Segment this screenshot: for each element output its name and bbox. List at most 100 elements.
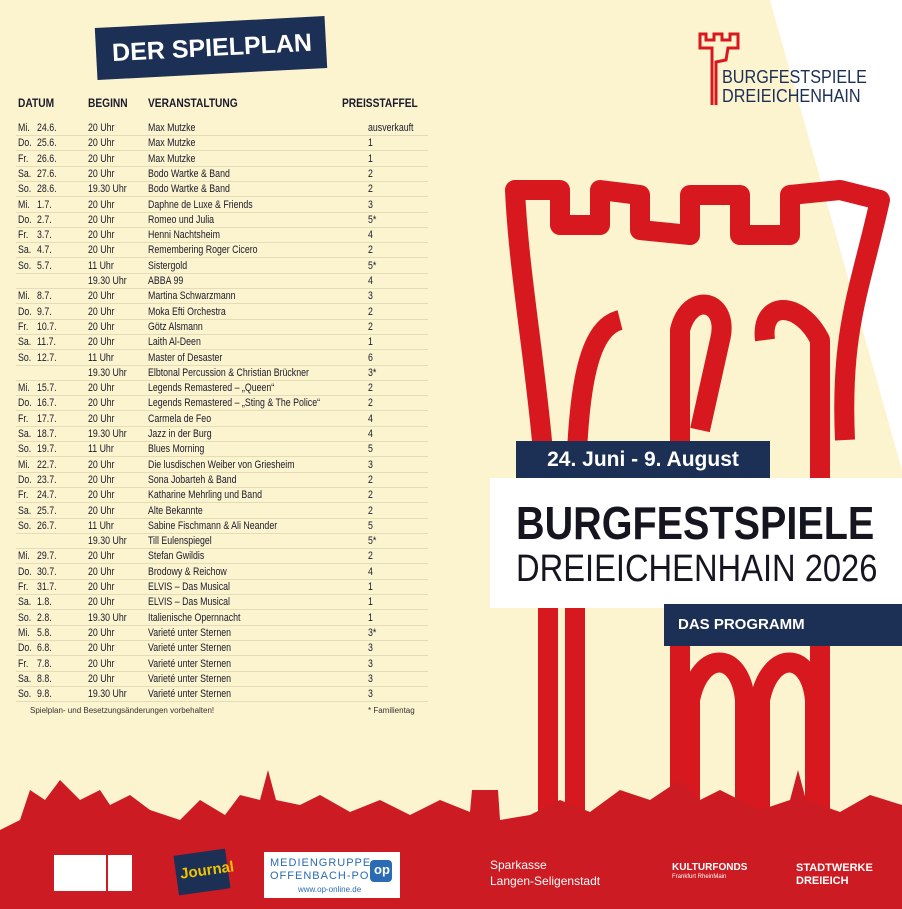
cell-date: 2.8. [37, 611, 52, 624]
row-divider [16, 257, 428, 259]
cell-day: Do. [18, 473, 32, 486]
cell-date: 15.7. [37, 382, 57, 395]
cell-event: Brodowy & Reichow [148, 565, 227, 578]
white-wedge [770, 0, 902, 470]
cell-time: 20 Uhr [88, 213, 115, 226]
row-divider [16, 456, 428, 458]
cover-title: BURGFESTSPIELE [516, 497, 875, 549]
cell-event: Till Eulenspiegel [148, 535, 212, 548]
row-divider [16, 364, 428, 366]
cell-date: 8.7. [37, 290, 52, 303]
cell-price: 2 [368, 305, 373, 318]
cell-date: 26.7. [37, 519, 57, 532]
cell-day: Fr. [18, 320, 29, 333]
cell-event: Stefan Gwildis [148, 550, 205, 563]
row-divider [16, 548, 428, 550]
table-note: Spielplan- und Besetzungsänderungen vorb… [30, 706, 215, 715]
cell-date: 2.7. [37, 213, 52, 226]
sponsor-media: MEDIENGRUPPE [270, 857, 372, 869]
cell-time: 20 Uhr [88, 397, 115, 410]
cell-day: Mi. [18, 122, 30, 134]
cell-price: 1 [368, 596, 373, 609]
cell-date: 19.7. [37, 443, 57, 456]
logo-text: BURGFESTSPIELE DREIEICHENHAIN [722, 68, 867, 106]
date-banner: 24. Juni - 9. August [516, 441, 770, 478]
cell-date: 31.7. [37, 581, 57, 593]
cell-day: Do. [18, 137, 32, 150]
cell-date: 23.7. [37, 473, 57, 486]
cell-price: 3 [368, 672, 373, 685]
cell-event: ELVIS – Das Musical [148, 581, 231, 593]
cell-time: 20 Uhr [88, 229, 115, 242]
row-divider [16, 594, 428, 595]
cell-time: 20 Uhr [88, 167, 115, 180]
row-divider [16, 685, 428, 687]
row-divider [16, 379, 428, 381]
row-divider [16, 196, 428, 198]
cell-time: 20 Uhr [88, 489, 115, 502]
cell-event: Sistergold [148, 259, 188, 272]
cell-date: 9.8. [37, 688, 52, 701]
cell-event: Bodo Wartke & Band [148, 183, 230, 196]
cell-day: Sa. [18, 672, 32, 685]
title-box: BURGFESTSPIELE DREIEICHENHAIN 2026 [490, 478, 902, 608]
cell-price: 4 [368, 275, 373, 287]
cell-day: So. [18, 688, 32, 701]
cell-date: 10.7. [37, 320, 57, 333]
cell-event: Sona Jobarteh & Band [148, 473, 237, 486]
cell-event: Varieté unter Sternen [148, 626, 231, 639]
op-badge [370, 860, 392, 882]
cell-price: 3 [368, 198, 373, 211]
logo-line: BURGFESTSPIELE [722, 67, 867, 87]
cell-time: 20 Uhr [88, 290, 115, 303]
cell-time: 19.30 Uhr [88, 688, 127, 701]
cell-event: Alte Bekannte [148, 504, 203, 517]
row-divider [16, 670, 428, 672]
cell-event: Jazz in der Burg [148, 428, 212, 440]
row-divider [16, 226, 428, 228]
cell-price: 3 [368, 688, 373, 701]
cell-price: 5 [368, 519, 373, 532]
row-divider [16, 395, 428, 397]
sponsor-logo-2 [108, 855, 132, 891]
cell-time: 11 Uhr [88, 351, 114, 364]
sponsor-works: DREIEICH [796, 875, 849, 887]
cell-day: Mi. [18, 382, 30, 395]
cover-subtitle: DREIEICHENHAIN 2026 [516, 548, 878, 590]
row-divider [16, 624, 428, 626]
cell-date: 12.7. [37, 351, 57, 364]
sponsor-op: op [374, 862, 390, 877]
cell-date: 26.6. [37, 152, 57, 165]
cell-event: Sabine Fischmann & Ali Neander [148, 519, 278, 532]
cell-price: 2 [368, 183, 373, 196]
cell-time: 20 Uhr [88, 672, 115, 685]
cell-price: 3 [368, 657, 373, 670]
cell-event: ELVIS – Das Musical [148, 596, 231, 609]
row-divider [16, 532, 428, 534]
sponsor-logo-bettina [54, 855, 106, 891]
cell-date: 18.7. [37, 428, 57, 440]
cell-event: Legends Remastered – „Sting & The Police… [148, 397, 321, 410]
cell-price: 3 [368, 290, 373, 303]
cell-time: 20 Uhr [88, 122, 115, 134]
row-divider [16, 272, 428, 274]
sponsor-fund: KULTURFONDS [672, 862, 748, 873]
cell-date: 8.8. [37, 672, 52, 685]
cell-price: 3* [368, 626, 377, 639]
row-divider [16, 578, 428, 580]
cell-time: 20 Uhr [88, 412, 115, 425]
cell-event: Varieté unter Sternen [148, 672, 231, 685]
cell-day: Sa. [18, 504, 32, 517]
cell-event: Elbtonal Percussion & Christian Brückner [148, 366, 309, 379]
cell-date: 29.7. [37, 550, 57, 563]
cell-time: 20 Uhr [88, 458, 115, 471]
logo-line: DREIEICHENHAIN [722, 86, 861, 106]
cell-event: ABBA 99 [148, 275, 184, 287]
cell-price: 1 [368, 611, 373, 624]
cell-day: Do. [18, 213, 32, 226]
cell-time: 19.30 Uhr [88, 535, 127, 548]
cell-event: Max Mutzke [148, 137, 196, 150]
cell-day: Mi. [18, 550, 30, 563]
cell-time: 19.30 Uhr [88, 366, 127, 379]
